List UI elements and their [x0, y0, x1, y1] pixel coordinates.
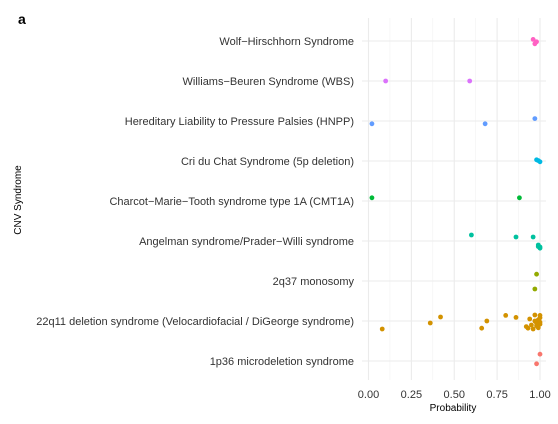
- category-label: Williams−Beuren Syndrome (WBS): [183, 76, 354, 88]
- data-point: [534, 39, 539, 45]
- category-label: 1p36 microdeletion syndrome: [210, 356, 354, 368]
- data-point: [530, 37, 536, 42]
- y-axis-title: CNV Syndrome: [13, 165, 24, 235]
- data-point: [369, 121, 375, 127]
- data-point: [530, 234, 536, 240]
- data-point: [503, 313, 509, 318]
- category-label: Charcot−Marie−Tooth syndrome type 1A (CM…: [109, 196, 354, 208]
- x-tick-label: 0.25: [401, 389, 422, 401]
- data-point: [529, 322, 534, 328]
- data-point: [479, 325, 485, 331]
- panel-tag: a: [18, 11, 26, 27]
- category-label: Wolf−Hirschhorn Syndrome: [219, 36, 354, 48]
- category-label: 22q11 deletion syndrome (Velocardiofacia…: [36, 316, 354, 328]
- data-point: [517, 195, 522, 201]
- x-tick-label: 1.00: [529, 389, 550, 401]
- points-layer: [369, 37, 543, 367]
- data-point: [532, 116, 538, 121]
- category-label: Cri du Chat Syndrome (5p deletion): [181, 156, 354, 168]
- data-point: [535, 158, 541, 164]
- data-point: [532, 312, 538, 318]
- data-point: [527, 316, 533, 322]
- data-point: [383, 78, 389, 84]
- category-label: Hereditary Liability to Pressure Palsies…: [125, 116, 354, 128]
- data-point: [532, 286, 538, 292]
- category-label: 2q37 monosomy: [273, 276, 355, 288]
- grid-layer: [362, 18, 546, 380]
- x-tick-label: 0.75: [486, 389, 507, 401]
- data-point: [530, 326, 536, 332]
- data-point: [467, 78, 473, 84]
- category-label: Angelman syndrome/Prader−Willi syndrome: [139, 236, 354, 248]
- data-point: [534, 361, 539, 367]
- data-point: [537, 245, 543, 251]
- data-point: [482, 121, 488, 127]
- x-tick-label: 0.50: [444, 389, 465, 401]
- data-point: [535, 325, 541, 331]
- data-point: [537, 351, 543, 357]
- data-point: [438, 314, 443, 320]
- data-point: [513, 234, 519, 240]
- y-tick-labels: Wolf−Hirschhorn Syndrome Williams−Beuren …: [36, 36, 354, 368]
- data-point: [469, 232, 474, 238]
- data-point: [537, 319, 543, 325]
- x-tick-labels: 0.00 0.25 0.50 0.75 1.00: [358, 389, 551, 401]
- data-point: [537, 313, 543, 318]
- data-point: [534, 271, 539, 277]
- x-axis-title: Probability: [430, 403, 477, 414]
- data-point: [484, 318, 490, 324]
- x-tick-label: 0.00: [358, 389, 379, 401]
- data-point: [427, 320, 433, 326]
- data-point: [525, 325, 531, 331]
- data-point: [379, 326, 385, 332]
- data-point: [513, 315, 519, 320]
- data-point: [369, 195, 375, 201]
